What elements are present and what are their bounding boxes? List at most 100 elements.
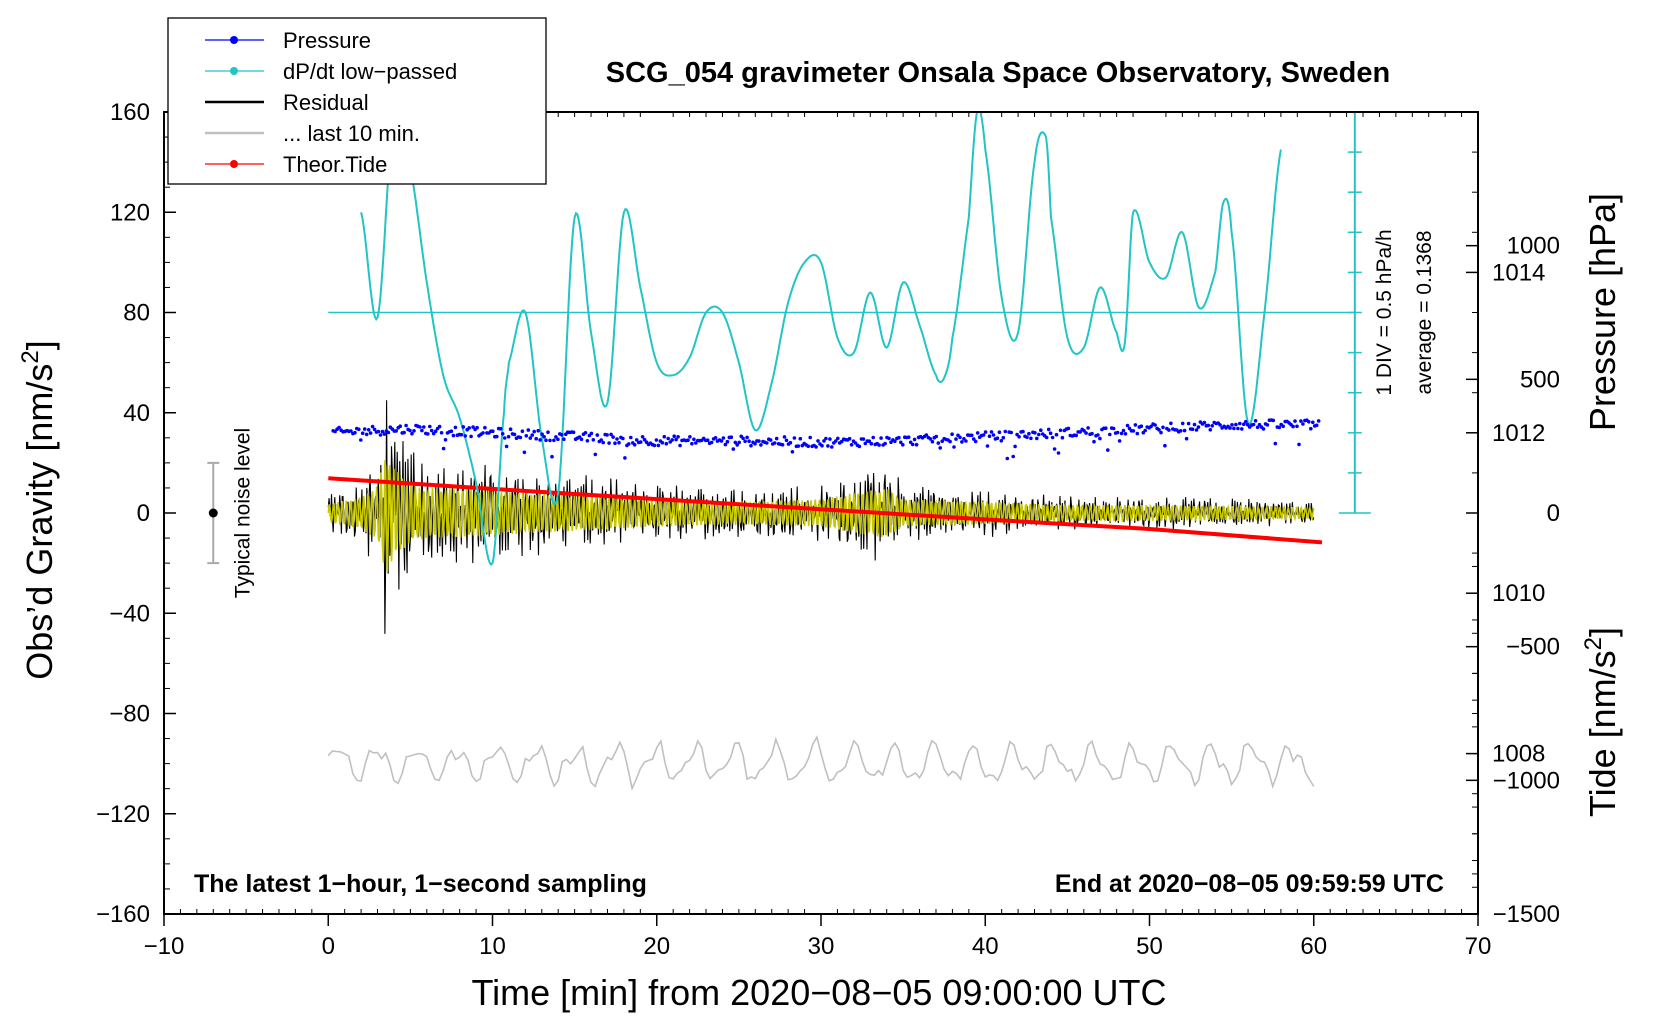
pressure-point	[1108, 432, 1112, 437]
pressure-point	[950, 432, 954, 437]
pressure-point	[883, 441, 887, 446]
pressure-point	[975, 431, 980, 435]
pressure-point	[985, 444, 990, 448]
y-tick-label: 160	[110, 99, 150, 126]
pressure-point	[522, 450, 527, 455]
pressure-point	[867, 439, 872, 444]
pressure-point	[1208, 428, 1213, 432]
pressure-point	[1244, 419, 1248, 424]
pressure-point	[914, 442, 919, 447]
pressure-point	[912, 437, 917, 442]
pressure-point	[952, 445, 956, 449]
pressure-point	[877, 443, 881, 447]
pressure-point	[847, 436, 852, 441]
pressure-point	[743, 439, 747, 444]
pressure-point	[556, 437, 560, 442]
pressure-point	[1135, 431, 1140, 436]
pressure-point	[380, 429, 385, 434]
pressure-point	[948, 439, 952, 444]
pressure-point	[928, 437, 933, 441]
pressure-point	[495, 434, 499, 439]
pressure-point	[621, 436, 625, 441]
pressure-point	[441, 446, 446, 451]
pressure-point	[1299, 419, 1303, 423]
y-tick-label: 0	[137, 500, 150, 527]
pressure-point	[1003, 429, 1008, 434]
pressure-point	[1273, 441, 1278, 446]
pressure-point	[349, 429, 353, 433]
pressure-tick-label: 1012	[1492, 420, 1545, 447]
pressure-point	[723, 442, 728, 447]
pressure-point	[617, 440, 621, 445]
pressure-point	[1163, 443, 1167, 448]
pressure-point	[906, 435, 911, 440]
legend-marker	[230, 36, 238, 44]
pressure-point	[1066, 426, 1071, 431]
pressure-point	[1086, 426, 1090, 430]
pressure-point	[467, 426, 472, 430]
pressure-point	[893, 439, 897, 444]
pressure-point	[814, 445, 818, 449]
pressure-point	[753, 442, 757, 446]
noise-center	[208, 508, 218, 518]
pressure-point	[1074, 433, 1078, 438]
pressure-point	[571, 430, 576, 435]
pressure-point	[1157, 428, 1161, 432]
pressure-point	[605, 433, 609, 437]
pressure-point	[1277, 425, 1282, 430]
pressure-point	[790, 450, 795, 454]
pressure-point	[422, 425, 426, 429]
pressure-point	[999, 439, 1004, 443]
pressure-point	[940, 439, 944, 444]
x-tick-label: 40	[972, 933, 999, 960]
pressure-point	[1139, 424, 1144, 429]
pressure-point	[725, 439, 730, 444]
pressure-point	[654, 438, 659, 442]
pressure-point	[830, 445, 834, 449]
y-axis-title: Obs’d Gravity [nm/s2]	[17, 340, 60, 679]
pressure-point	[1265, 423, 1270, 427]
pressure-point	[768, 438, 773, 442]
pressure-point	[623, 456, 627, 460]
pressure-point	[615, 437, 619, 441]
pressure-point	[431, 431, 436, 436]
pressure-point	[526, 428, 531, 432]
x-tick-label: −10	[144, 933, 185, 960]
legend-label: dP/dt low−passed	[283, 59, 457, 84]
pressure-point	[1054, 432, 1059, 437]
pressure-point	[774, 436, 779, 441]
pressure-point	[692, 437, 696, 442]
pressure-point	[1153, 423, 1157, 427]
pressure-point	[765, 441, 769, 445]
pressure-point	[579, 437, 584, 442]
pressure-point	[796, 444, 801, 448]
legend-marker	[230, 67, 238, 75]
pressure-point	[518, 435, 523, 440]
pressure-point	[1309, 426, 1313, 431]
pressure-point	[437, 424, 442, 429]
pressure-point	[670, 438, 674, 442]
pressure-point	[1133, 423, 1138, 427]
pressure-point	[1131, 429, 1136, 433]
pressure-point	[552, 438, 556, 443]
pressure-point	[1281, 424, 1285, 429]
tide-tick-label: 1000	[1507, 233, 1560, 260]
pressure-point	[483, 425, 487, 430]
x-tick-label: 30	[808, 933, 835, 960]
pressure-point	[469, 434, 473, 439]
pressure-point	[359, 438, 363, 442]
pressure-point	[1078, 430, 1082, 434]
x-tick-label: 50	[1136, 933, 1163, 960]
pressure-point	[1017, 435, 1021, 439]
y-tick-label: 120	[110, 199, 150, 226]
pressure-point	[1123, 432, 1128, 436]
pressure-point	[784, 438, 789, 443]
pressure-point	[376, 429, 381, 434]
pressure-point	[491, 429, 495, 434]
pressure-point	[1001, 435, 1006, 440]
pressure-point	[475, 425, 479, 430]
pressure-point	[360, 431, 365, 436]
pressure-point	[1027, 431, 1031, 436]
pressure-point	[834, 439, 838, 443]
